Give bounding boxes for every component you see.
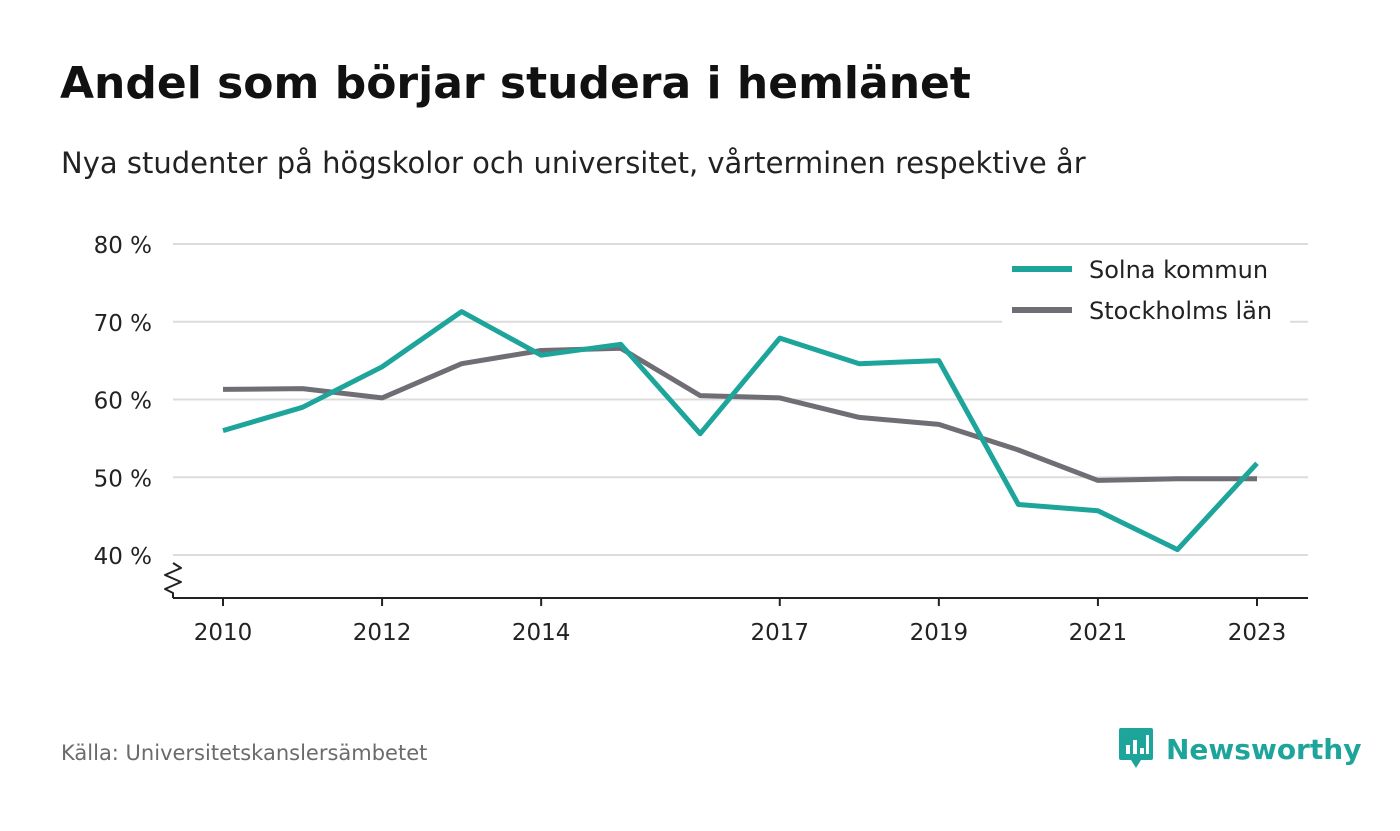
x-tick-label: 2019 xyxy=(910,620,969,646)
x-tick-label: 2021 xyxy=(1069,620,1128,646)
x-tick-label: 2017 xyxy=(750,620,809,646)
axis-break-marker xyxy=(164,562,182,598)
source-note: Källa: Universitetskanslersämbetet xyxy=(61,741,428,765)
y-tick-label: 50 % xyxy=(94,466,152,492)
y-tick-label: 40 % xyxy=(94,544,152,570)
legend-label: Stockholms län xyxy=(1089,297,1272,325)
chart-title: Andel som börjar studera i hemlänet xyxy=(60,58,971,109)
brand-name: Newsworthy xyxy=(1166,732,1362,766)
x-tick-label: 2010 xyxy=(194,620,253,646)
x-tick-label: 2012 xyxy=(353,620,412,646)
legend: Solna kommun Stockholms län xyxy=(1002,250,1290,325)
y-tick-label: 60 % xyxy=(94,389,152,415)
newsworthy-logo-icon xyxy=(1119,728,1153,768)
brand-logo[interactable]: Newsworthy xyxy=(1118,726,1361,772)
series-lines xyxy=(222,309,1259,553)
series-line-0 xyxy=(222,309,1259,553)
axes: 40 % 50 % 60 % 70 % 80 % 2010 2012 2014 2017 2019… xyxy=(94,233,1308,646)
line-chart: 40 % 50 % 60 % 70 % 80 % 2010 2012 2014 2017 2019… xyxy=(94,233,1308,646)
y-tick-label: 80 % xyxy=(94,233,152,259)
series-line-1 xyxy=(222,345,1257,483)
x-tick-label: 2014 xyxy=(512,620,571,646)
x-tick-label: 2023 xyxy=(1228,620,1287,646)
legend-label: Solna kommun xyxy=(1089,256,1268,284)
y-tick-label: 70 % xyxy=(94,311,152,337)
chart-subtitle: Nya studenter på högskolor och universit… xyxy=(61,146,1086,180)
